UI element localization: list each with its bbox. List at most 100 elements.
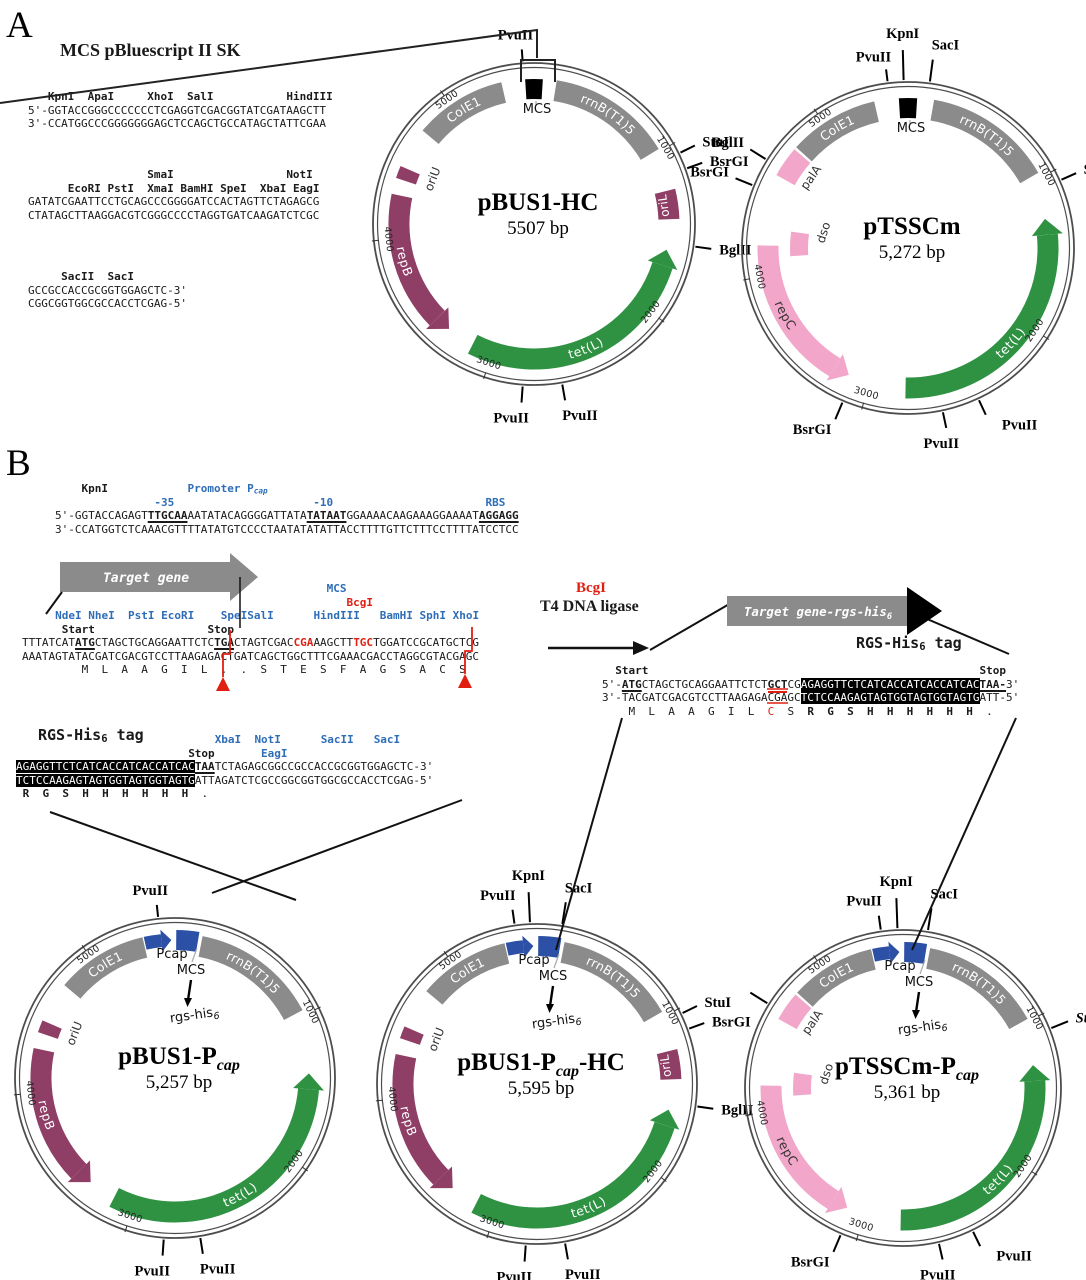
restriction-site-PvuII: PvuII bbox=[200, 1262, 236, 1278]
restriction-tick-PvuII bbox=[161, 1239, 165, 1256]
feature-arrowhead bbox=[647, 249, 678, 270]
feature-maroon bbox=[37, 1020, 62, 1039]
feature-label-rrnB(T1)5: rrnB(T1)5 bbox=[224, 948, 283, 997]
restriction-site-PvuII: PvuII bbox=[920, 1267, 956, 1280]
b-cassette: MCS BcgI NdeI NheI PstI EcoRI SpeISalI H… bbox=[22, 582, 480, 676]
connector-line bbox=[49, 811, 297, 901]
bp-tick bbox=[443, 951, 449, 958]
panel-a-label: A bbox=[6, 5, 33, 46]
backbone-inner-ring bbox=[18, 921, 332, 1235]
restriction-site-BsrGI: BsrGI bbox=[710, 154, 749, 170]
restriction-site-BsrGI: BsrGI bbox=[690, 164, 729, 180]
a-mcs-title: MCS pBluescript II SK bbox=[60, 40, 241, 60]
restriction-tick-PvuII bbox=[155, 904, 160, 917]
restriction-site-PvuII: PvuII bbox=[924, 436, 960, 452]
bp-tick bbox=[673, 1007, 681, 1012]
feature-repB bbox=[388, 193, 445, 326]
feature-tet(L) bbox=[900, 1080, 1046, 1231]
bp-tick bbox=[742, 278, 751, 281]
plasmid-size: 5,272 bp bbox=[879, 242, 946, 263]
backbone-outer-ring bbox=[14, 917, 336, 1239]
feature-MCS bbox=[537, 936, 562, 958]
feature-tet(L) bbox=[471, 1121, 675, 1229]
feature-pink bbox=[776, 149, 811, 186]
bp-tick bbox=[813, 108, 819, 115]
feature-arrowhead bbox=[429, 1166, 453, 1189]
plasmid-name: pTSSCm bbox=[863, 213, 960, 240]
pcap-label: Pcap bbox=[884, 959, 915, 974]
restriction-tick-PvuII bbox=[938, 1243, 944, 1260]
feature-Pcap bbox=[143, 934, 163, 950]
feature-rrnB(T1)5 bbox=[930, 99, 1039, 184]
restriction-tick-BsrGI bbox=[832, 1234, 842, 1253]
bp-tick bbox=[745, 1114, 753, 1117]
a-mcs-row3: SacII SacI GCCGCCACCGCGGTGGAGCTC-3' CGGCGG… bbox=[28, 270, 187, 310]
plasmid-name: pTSSCm-Pcap bbox=[835, 1053, 979, 1084]
restriction-tick-unlabeled bbox=[749, 991, 768, 1005]
restriction-tick-PvuII bbox=[511, 909, 516, 924]
feature-repB bbox=[30, 1047, 87, 1179]
restriction-site-StuI: StuI bbox=[704, 995, 731, 1011]
feature-arrowhead bbox=[293, 1073, 324, 1091]
bp-tick bbox=[1031, 1170, 1038, 1176]
feature-rrnB(T1)5 bbox=[553, 80, 659, 161]
feature-MCS bbox=[903, 942, 928, 964]
a-mcs-row1: KpnI ApaI XhoI SalI HindIII 5'-GGTACCGGGC… bbox=[28, 90, 333, 130]
b-rgs-tag-label: RGS-His6 tag bbox=[856, 634, 962, 653]
feature-label-oriU: oriU bbox=[64, 1020, 86, 1048]
bp-tick bbox=[486, 1231, 490, 1239]
restriction-tick-PvuII bbox=[520, 386, 524, 403]
restriction-tick-StuI bbox=[1061, 172, 1077, 181]
restriction-site-StuI: StuI bbox=[702, 134, 729, 150]
restriction-site-SacI: SacI bbox=[565, 880, 593, 896]
feature-arrowhead bbox=[426, 307, 450, 329]
feature-rrnB(T1)5 bbox=[198, 936, 303, 1021]
feature-repC bbox=[757, 245, 841, 377]
feature-label-dso: dso bbox=[814, 220, 834, 245]
restriction-tick-PvuII bbox=[941, 412, 948, 429]
bp-tick bbox=[668, 142, 676, 147]
feature-Pcap bbox=[505, 940, 525, 956]
backbone-inner-ring bbox=[748, 933, 1058, 1243]
feature-arrowhead bbox=[649, 1109, 680, 1130]
restriction-site-PvuII: PvuII bbox=[856, 49, 892, 65]
restriction-tick-PvuII bbox=[972, 1231, 982, 1247]
plasmid-map-pBUS1-HC: rrnB(T1)5 tet(L) repB ColE1 oriL oriU 1000 2000… bbox=[353, 25, 752, 445]
feature-label-dso: dso bbox=[816, 1062, 836, 1087]
bp-tick bbox=[314, 1006, 321, 1011]
restriction-tick-SacI bbox=[561, 902, 567, 925]
plasmid-size: 5,257 bp bbox=[146, 1072, 213, 1093]
bp-label-1000: 1000 bbox=[659, 1000, 681, 1028]
plasmid-map-pTSSCm: rrnB(T1)5 tet(L) repC ColE1 palA dso 1000 2000 3… bbox=[690, 25, 1086, 452]
restriction-site-PvuII: PvuII bbox=[493, 411, 529, 427]
bp-tick bbox=[855, 1234, 859, 1242]
feature-rrnB(T1)5 bbox=[925, 948, 1028, 1030]
backbone-outer-ring bbox=[741, 81, 1075, 415]
bp-tick bbox=[124, 1225, 128, 1233]
restriction-site-PvuII: PvuII bbox=[480, 888, 516, 904]
b-bcgi-label: BcgI bbox=[576, 580, 606, 596]
down-arrow bbox=[548, 985, 555, 1007]
restriction-site-StuI: StuI bbox=[1076, 1010, 1086, 1026]
bp-label-1000: 1000 bbox=[1035, 161, 1057, 189]
bp-tick bbox=[483, 372, 487, 380]
bp-label-1000: 1000 bbox=[300, 998, 321, 1026]
feature-label-oriL: oriL bbox=[657, 1054, 674, 1078]
plasmid-map-pBUS1-Pcap-HC: rrnB(T1)5 tet(L) repB ColE1 oriL oriU 1000 2000… bbox=[365, 868, 754, 1280]
b-t4-label: T4 DNA ligase bbox=[540, 598, 639, 615]
feature-maroon bbox=[654, 188, 680, 220]
bp-label-4000: 4000 bbox=[24, 1080, 38, 1106]
down-arrow bbox=[186, 979, 193, 1001]
feature-maroon bbox=[656, 1049, 682, 1080]
feature-tet(L) bbox=[905, 233, 1059, 399]
feature-pink bbox=[793, 1072, 812, 1096]
feature-tet(L) bbox=[109, 1088, 319, 1223]
bp-tick bbox=[1042, 335, 1050, 340]
restriction-site-BsrGI: BsrGI bbox=[712, 1014, 751, 1030]
bp-tick bbox=[1037, 1012, 1045, 1017]
feature-ColE1 bbox=[796, 101, 880, 162]
plasmid-size: 5507 bp bbox=[507, 218, 569, 239]
restriction-site-PvuII: PvuII bbox=[1002, 417, 1038, 433]
feature-label-rrnB(T1)5: rrnB(T1)5 bbox=[958, 111, 1018, 159]
feature-Pcap-arrowhead bbox=[160, 929, 172, 952]
